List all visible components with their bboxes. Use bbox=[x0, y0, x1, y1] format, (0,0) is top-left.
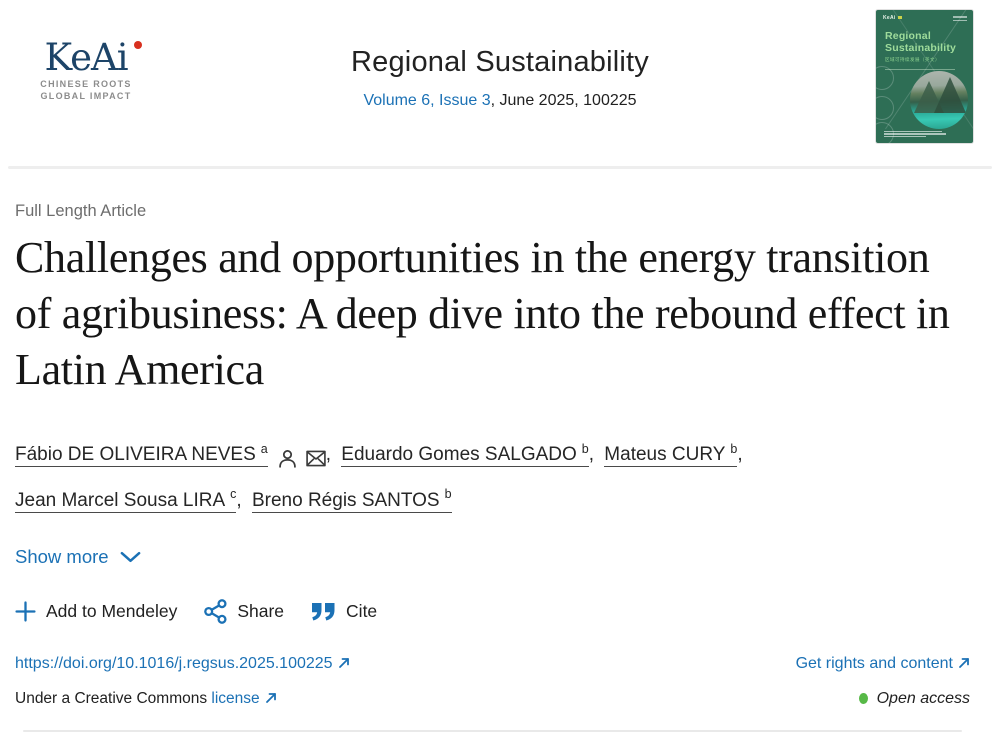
author-icons bbox=[277, 439, 326, 476]
keai-tagline-1: CHINESE ROOTS bbox=[40, 79, 132, 89]
journal-cover-thumbnail[interactable]: KeAi Regional Sustainability 区域可持续发展（英文） bbox=[876, 10, 973, 143]
cover-issn-block bbox=[953, 16, 967, 23]
cover-keai-mark bbox=[897, 16, 902, 19]
open-access-dot-icon bbox=[858, 693, 868, 705]
cite-label: Cite bbox=[346, 600, 378, 621]
journal-title[interactable]: Regional Sustainability bbox=[351, 46, 649, 78]
cover-decor-circle bbox=[876, 66, 894, 90]
cover-title: Regional Sustainability bbox=[885, 30, 957, 54]
cover-mountain-shape bbox=[934, 77, 966, 113]
share-icon bbox=[204, 598, 227, 624]
journal-issue-line: Volume 6, Issue 3, June 2025, 100225 bbox=[0, 92, 1000, 110]
cover-footer-lines bbox=[884, 130, 946, 139]
header-divider bbox=[8, 166, 992, 169]
chevron-down-icon bbox=[120, 551, 140, 562]
cover-photo bbox=[910, 71, 968, 129]
keai-wordmark: KeAi bbox=[44, 36, 128, 79]
open-access-label: Open access bbox=[876, 689, 970, 707]
cover-issue-bar bbox=[885, 69, 955, 71]
author-separator: , bbox=[325, 444, 331, 466]
external-link-icon bbox=[338, 657, 349, 668]
article-toolbar: Add to Mendeley Share Cite bbox=[15, 598, 970, 624]
doi-row: https://doi.org/10.1016/j.regsus.2025.10… bbox=[15, 655, 970, 673]
quote-cite-icon bbox=[312, 602, 335, 621]
share-button[interactable]: Share bbox=[204, 598, 285, 624]
issue-link[interactable]: Volume 6, Issue 3 bbox=[363, 92, 491, 109]
cc-license-link[interactable]: license bbox=[211, 689, 260, 707]
author-link[interactable]: Jean Marcel Sousa LIRA c bbox=[15, 487, 237, 513]
author-link[interactable]: Eduardo Gomes SALGADO b bbox=[341, 442, 589, 468]
external-link-icon bbox=[959, 657, 969, 668]
keai-red-dot-icon bbox=[134, 41, 142, 49]
cover-decor-circle bbox=[876, 96, 894, 120]
cover-keai-label: KeAi bbox=[883, 15, 902, 21]
show-more-button[interactable]: Show more bbox=[15, 546, 141, 568]
article-main: Full Length Article Challenges and oppor… bbox=[0, 202, 1000, 733]
keai-tagline-2: GLOBAL IMPACT bbox=[40, 91, 132, 101]
author-link[interactable]: Fábio DE OLIVEIRA NEVES a bbox=[15, 442, 268, 468]
article-type-label: Full Length Article bbox=[15, 202, 147, 220]
cc-text: Under a Creative Commons bbox=[15, 689, 208, 707]
author-separator: , bbox=[588, 444, 595, 466]
external-link-icon bbox=[265, 692, 276, 703]
journal-header: KeAi CHINESE ROOTS GLOBAL IMPACT Regiona… bbox=[0, 0, 1000, 166]
doi-link[interactable]: https://doi.org/10.1016/j.regsus.2025.10… bbox=[15, 654, 333, 672]
show-more-label: Show more bbox=[15, 545, 109, 567]
author-separator: , bbox=[236, 489, 242, 511]
author-profile-icon[interactable] bbox=[277, 448, 298, 469]
article-title: Challenges and opportunities in the ener… bbox=[15, 233, 950, 394]
author-link[interactable]: Mateus CURY b bbox=[604, 442, 738, 468]
bottom-divider bbox=[23, 729, 962, 733]
email-envelope-icon[interactable] bbox=[305, 450, 326, 467]
cite-button[interactable]: Cite bbox=[311, 601, 377, 622]
cover-decor-circle bbox=[876, 122, 894, 143]
author-separator: , bbox=[737, 444, 743, 466]
author-link[interactable]: Breno Régis SANTOS b bbox=[251, 487, 452, 513]
journal-masthead: Regional Sustainability Volume 6, Issue … bbox=[0, 0, 1000, 110]
get-rights-link[interactable]: Get rights and content bbox=[795, 654, 953, 672]
plus-icon bbox=[15, 601, 36, 622]
open-access-badge: Open access bbox=[858, 689, 970, 708]
author-list: Fábio DE OLIVEIRA NEVES a, Eduardo Gomes … bbox=[15, 431, 970, 519]
share-label: Share bbox=[237, 600, 285, 621]
mendeley-label: Add to Mendeley bbox=[46, 600, 178, 621]
keai-logo[interactable]: KeAi CHINESE ROOTS GLOBAL IMPACT bbox=[30, 38, 142, 102]
license-row: Under a Creative Commons license Open ac… bbox=[15, 690, 970, 708]
issue-date-text: , June 2025, 100225 bbox=[490, 92, 637, 109]
cover-chinese-subtitle: 区域可持续发展（英文） bbox=[885, 57, 940, 62]
add-to-mendeley-button[interactable]: Add to Mendeley bbox=[15, 601, 177, 622]
